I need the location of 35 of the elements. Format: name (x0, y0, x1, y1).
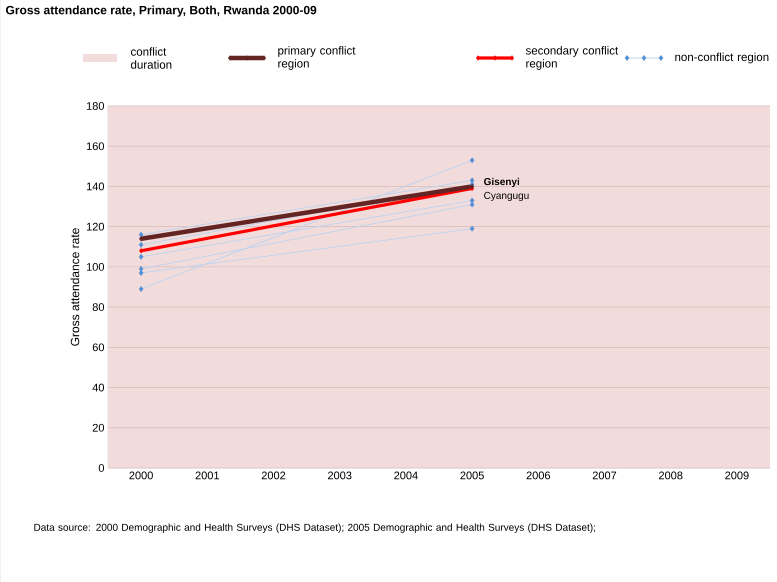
y-tick-label: 20 (92, 424, 104, 432)
y-tick-label: 80 (92, 303, 104, 312)
point (138, 254, 144, 260)
legend-label: secondary conflict region (526, 46, 618, 70)
x-tick-label: 2004 (394, 472, 418, 480)
point (470, 226, 474, 232)
chart-title: Gross attendance rate, Primary, Both, Rwanda 2000-09 (6, 6, 316, 17)
point (470, 157, 474, 164)
x-tick-label: 2001 (196, 472, 219, 480)
x-tick-label: 2008 (659, 472, 682, 480)
point (138, 242, 144, 248)
y-axis-title: Gross attendance rate (70, 228, 80, 346)
x-tick-label: 2002 (262, 472, 286, 480)
y-tick-label: 60 (92, 343, 104, 352)
x-tick-label: 2000 (129, 472, 153, 480)
x-tick-label: 2003 (328, 472, 352, 480)
x-tick-label: 2007 (592, 472, 616, 480)
y-tick-label: 0 (98, 464, 104, 472)
x-tick-label: 2005 (460, 472, 484, 480)
x-tick-label: 2009 (725, 472, 749, 480)
annotation: Gisenyi (484, 178, 520, 188)
y-tick-label: 100 (86, 263, 104, 271)
x-tick-label: 2006 (526, 472, 550, 480)
y-tick-label: 40 (92, 384, 104, 392)
y-tick-label: 160 (86, 142, 104, 150)
y-tick-label: 180 (86, 102, 104, 110)
y-tick-label: 120 (86, 222, 104, 231)
annotation: Cyangugu (484, 192, 529, 201)
legend-label: non-conflict region (675, 52, 768, 64)
point (470, 202, 474, 208)
legend-label: conflict duration (131, 47, 172, 69)
legend-label: primary conflict region (278, 46, 356, 70)
y-tick-label: 140 (86, 182, 104, 190)
point (138, 286, 144, 292)
source-note: Data source: 2000 Demographic and Health Surveys (DHS Dataset); 2005 Demographic and Health Surveys (DHS Dataset); (34, 524, 596, 533)
